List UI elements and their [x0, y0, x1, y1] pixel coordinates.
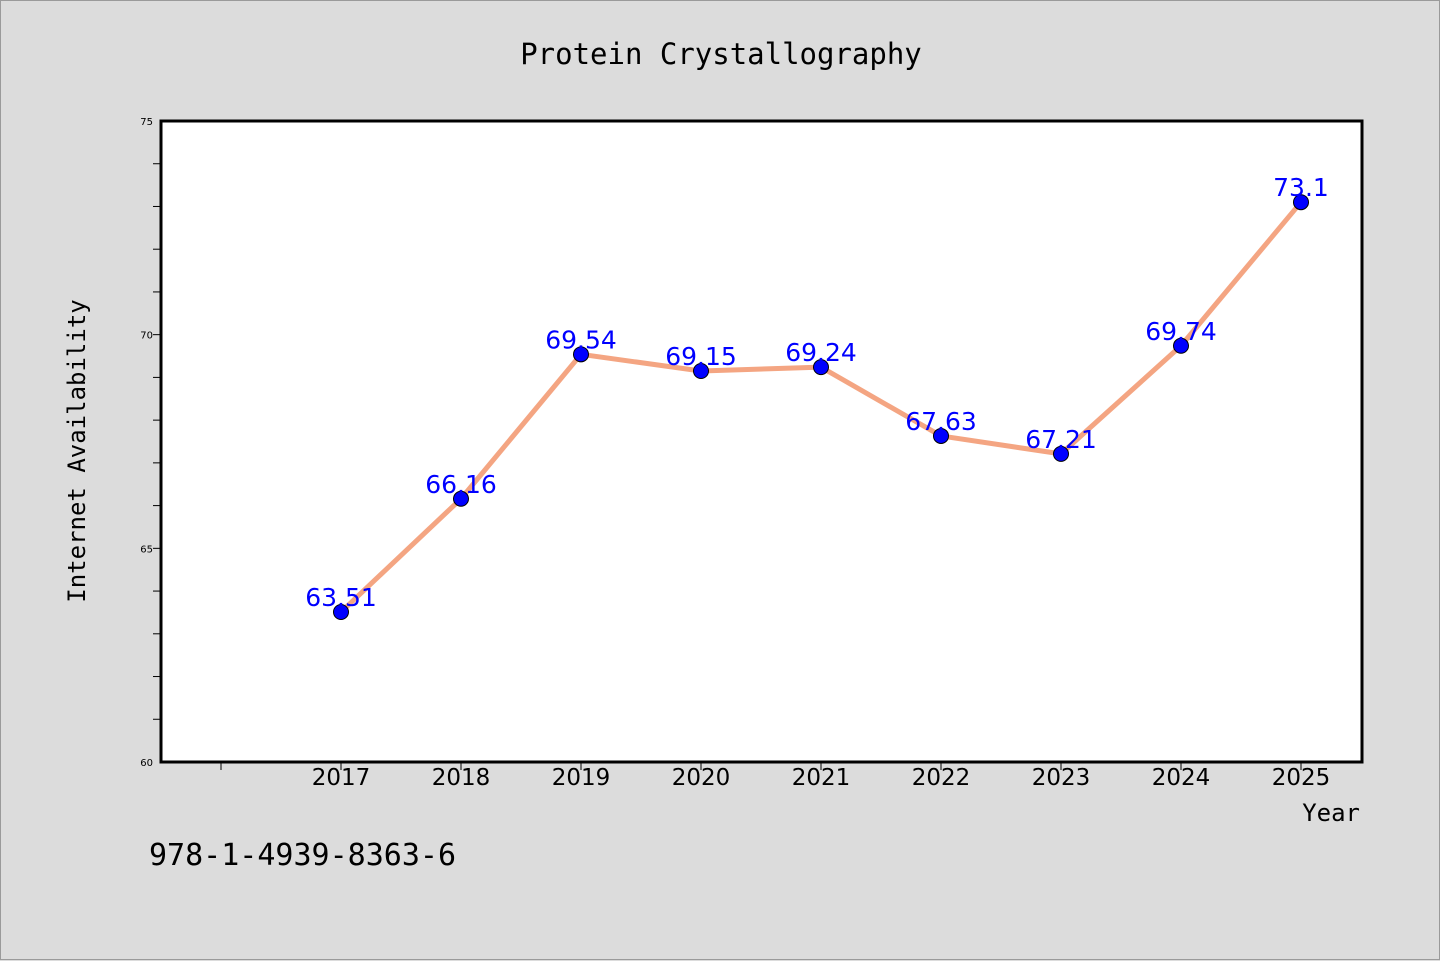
data-label: 69.15 [665, 342, 737, 371]
data-point [1173, 337, 1189, 354]
data-label: 69.74 [1145, 317, 1217, 346]
data-point [573, 346, 589, 363]
data-point [333, 604, 349, 621]
y-axis-label: Internet Availability [63, 299, 91, 602]
y-axis-ticks: 60 65 70 75 [140, 117, 161, 769]
x-tick-label: 2025 [1272, 765, 1331, 791]
x-tick-label: 2020 [672, 765, 731, 791]
x-axis-ticks: 2017 2018 2019 2020 2021 2022 2023 2024 2025 [220, 762, 1331, 791]
data-labels: 63.51 66.16 69.54 69.15 69.24 67.63 67.21 69.74… [305, 173, 1329, 612]
data-label: 66.16 [425, 470, 497, 499]
data-points [333, 194, 1309, 621]
x-tick-label: 2019 [552, 765, 611, 791]
plot-area [159, 119, 1364, 764]
x-tick-label: 2023 [1032, 765, 1091, 791]
data-point [933, 427, 949, 444]
y-tick-label: 60 [140, 758, 153, 769]
y-tick-label: 65 [140, 544, 153, 555]
data-point [813, 359, 829, 376]
y-tick-label: 70 [140, 331, 153, 342]
footer-code: 978-1-4939-8363-6 [149, 838, 456, 873]
x-tick-label: 2017 [312, 765, 371, 791]
data-point [1293, 194, 1309, 211]
x-tick-label: 2018 [432, 765, 491, 791]
data-label: 67.63 [905, 407, 977, 436]
x-tick-label: 2024 [1152, 765, 1211, 791]
data-label: 67.21 [1025, 425, 1097, 454]
x-tick-label: 2022 [912, 765, 971, 791]
y-tick-label: 75 [140, 117, 153, 128]
data-label: 69.54 [545, 325, 617, 354]
data-point [1053, 445, 1069, 462]
chart-title: Protein Crystallography [520, 37, 922, 71]
x-axis-label: Year [1302, 799, 1360, 827]
data-label: 69.24 [785, 338, 857, 367]
x-tick-label: 2021 [792, 765, 851, 791]
data-label: 73.1 [1273, 173, 1329, 202]
data-point [693, 362, 709, 379]
data-point [453, 490, 469, 507]
data-label: 63.51 [305, 583, 377, 612]
